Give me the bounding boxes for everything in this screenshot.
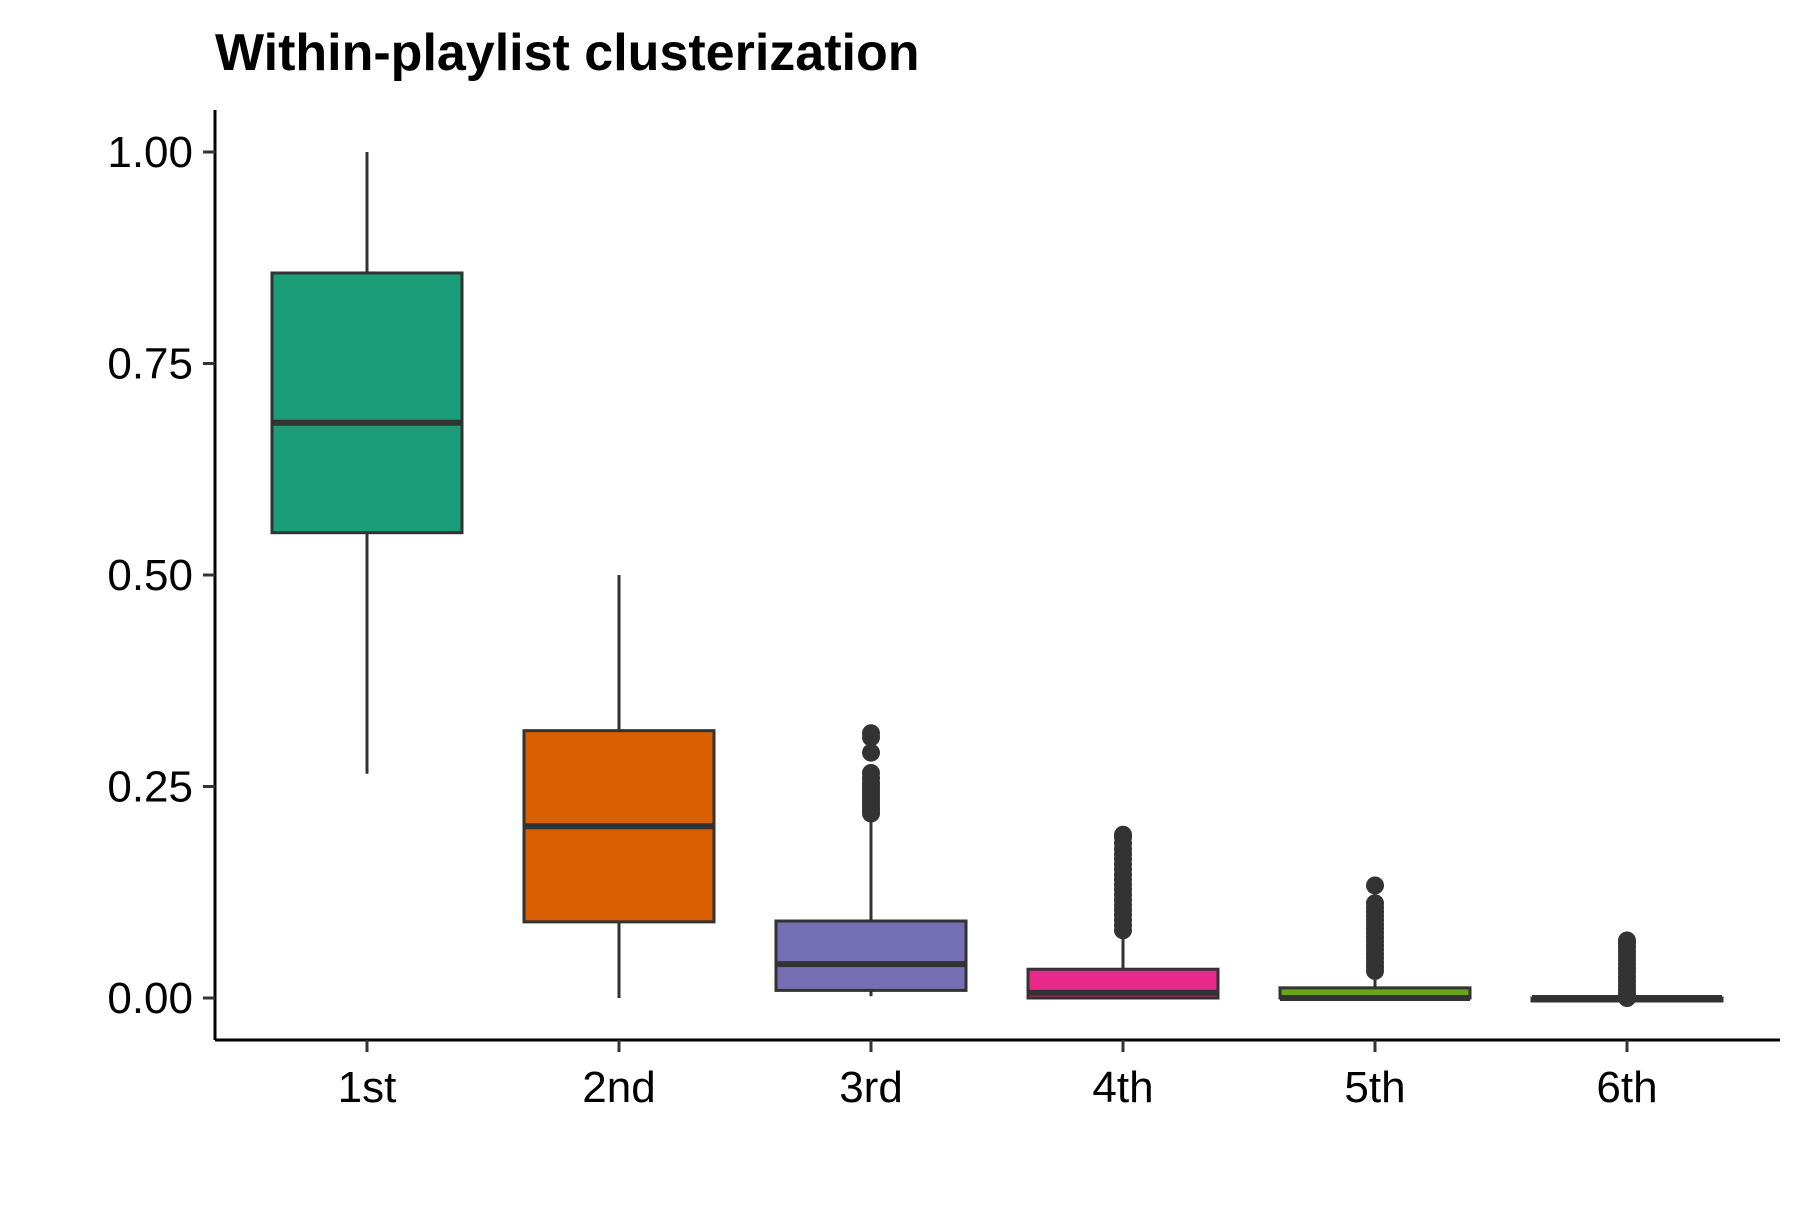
box-group-6th bbox=[1530, 931, 1724, 1007]
y-tick-label: 0.00 bbox=[107, 974, 193, 1023]
outlier-point bbox=[862, 763, 880, 782]
outlier-point bbox=[1366, 894, 1384, 913]
outlier-point bbox=[1114, 825, 1132, 844]
y-tick-label: 0.50 bbox=[107, 551, 193, 600]
x-tick-label: 3rd bbox=[839, 1063, 903, 1112]
x-tick-label: 4th bbox=[1092, 1063, 1153, 1112]
x-tick-label: 1st bbox=[338, 1063, 397, 1112]
y-tick-label: 1.00 bbox=[107, 128, 193, 177]
box-group-2nd bbox=[522, 575, 716, 998]
x-tick-label: 2nd bbox=[582, 1063, 655, 1112]
box-group-4th bbox=[1026, 825, 1220, 1000]
outlier-point bbox=[1618, 931, 1636, 950]
box bbox=[270, 271, 464, 535]
box-group-5th bbox=[1278, 876, 1472, 1001]
x-tick-label: 6th bbox=[1596, 1063, 1657, 1112]
y-tick-label: 0.75 bbox=[107, 340, 193, 389]
chart-title: Within-playlist clusterization bbox=[215, 24, 920, 82]
x-tick-label: 5th bbox=[1344, 1063, 1405, 1112]
outlier-point bbox=[862, 743, 880, 762]
box-group-1st bbox=[270, 152, 464, 774]
outlier-point bbox=[862, 724, 880, 743]
outlier-point bbox=[1366, 876, 1384, 895]
plot-area: 0.00 0.25 0.50 0.75 1.00 1st 2nd 3rd 4th 5th 6th bbox=[107, 110, 1780, 1112]
box-group-3rd bbox=[774, 724, 968, 997]
box bbox=[774, 919, 968, 992]
y-tick-label: 0.25 bbox=[107, 763, 193, 812]
